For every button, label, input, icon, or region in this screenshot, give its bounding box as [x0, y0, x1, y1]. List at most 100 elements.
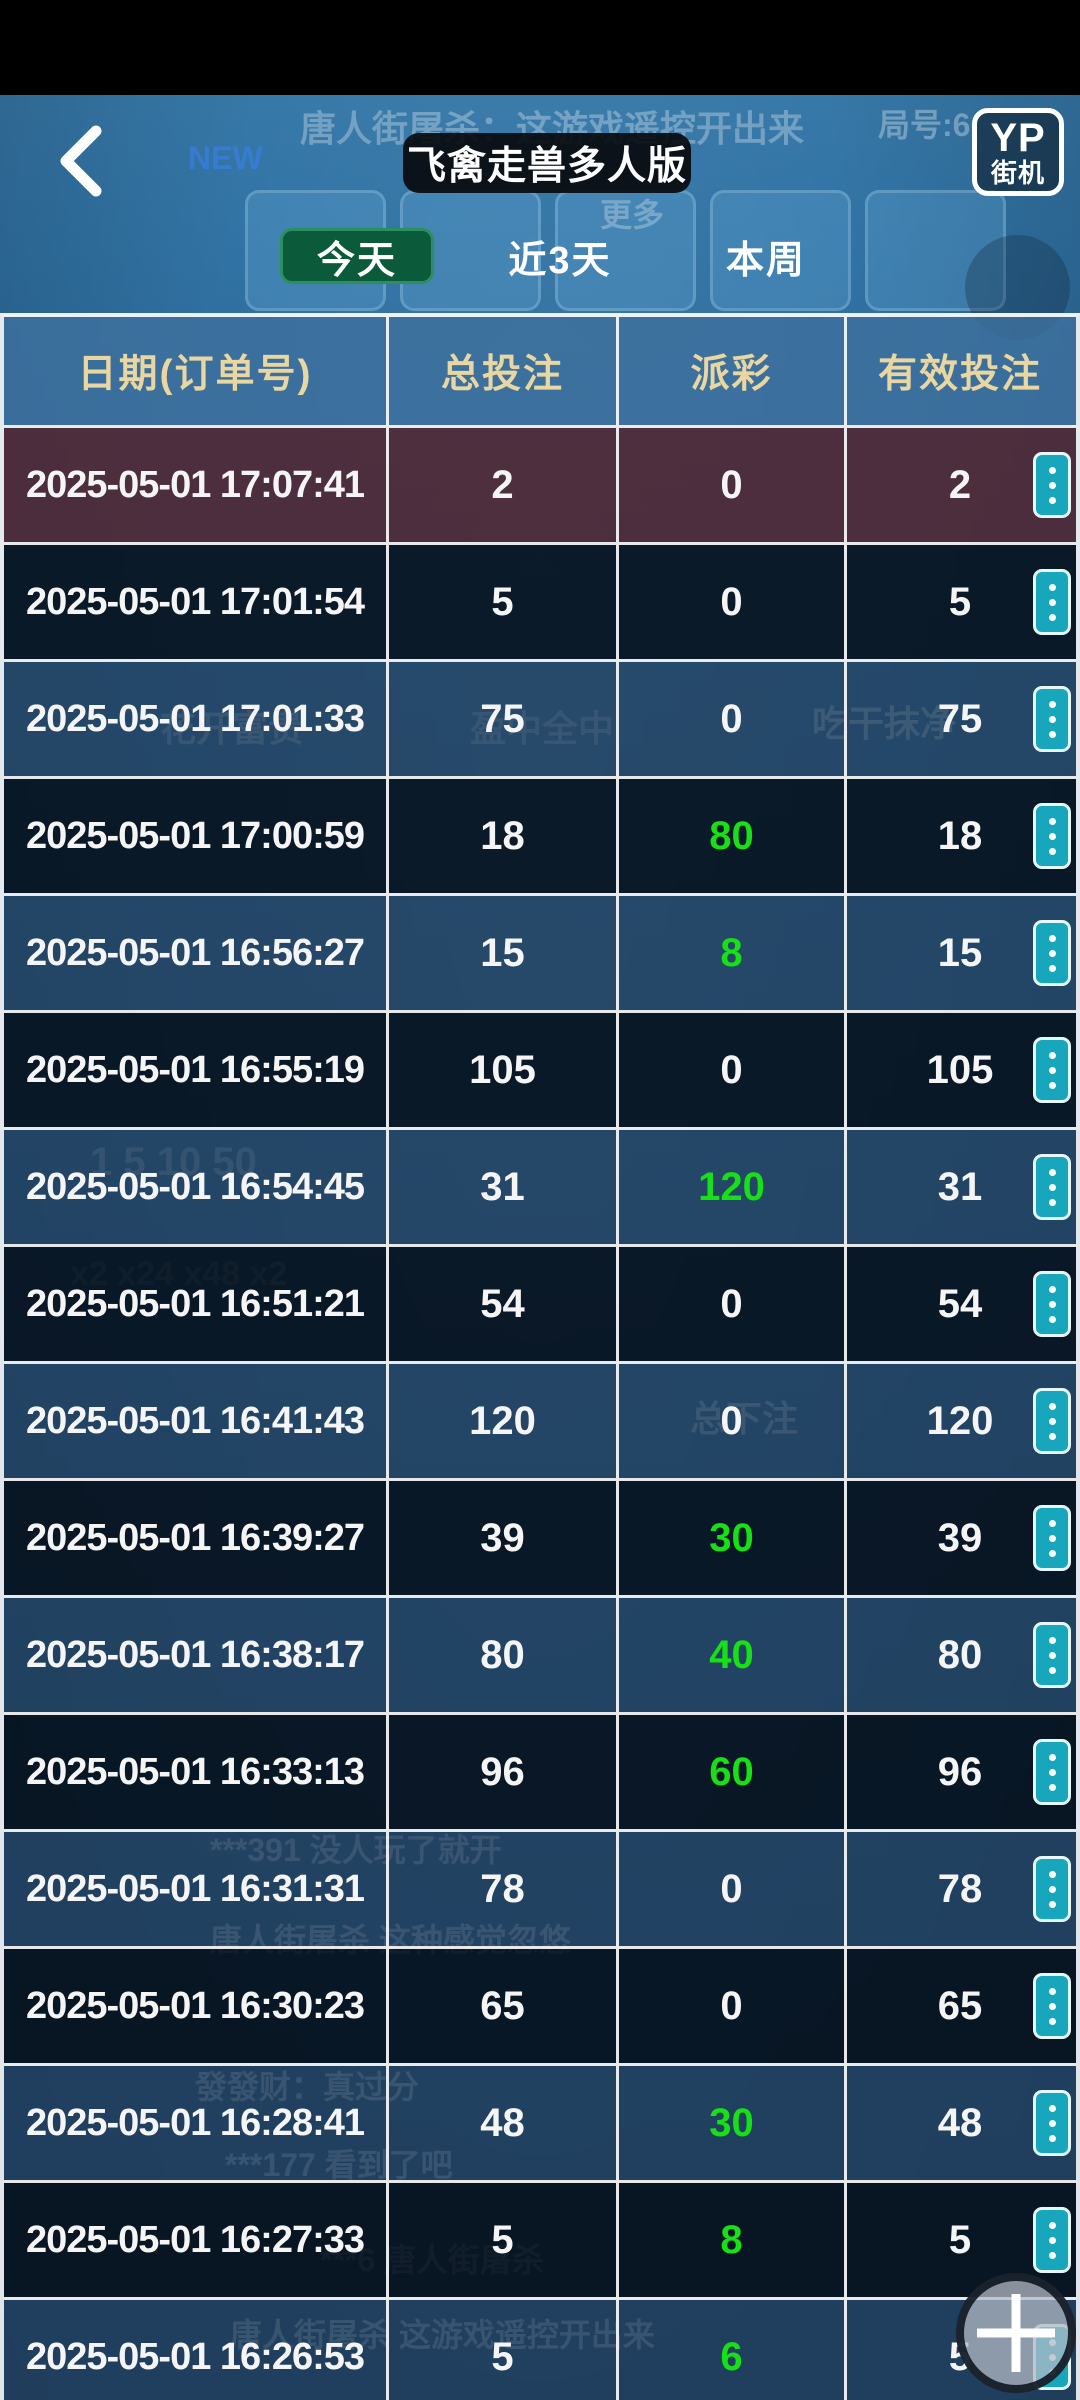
date-cell: 2025-05-01 16:39:27 [4, 1481, 389, 1595]
logo-text-arcade: 街机 [990, 158, 1045, 188]
kebab-dot [1048, 1051, 1056, 1059]
kebab-dot [1048, 2017, 1056, 2025]
kebab-dot [1048, 1783, 1056, 1791]
table-row: 2025-05-01 16:56:27 15 8 15 [4, 893, 1076, 1010]
valid-bet-cell: 96 [937, 1749, 983, 1794]
valid-bet-cell: 39 [937, 1515, 983, 1560]
kebab-dot [1048, 1666, 1056, 1674]
total-bet-cell: 5 [389, 2183, 619, 2297]
kebab-dot [1048, 1432, 1056, 1440]
kebab-dot [1048, 1870, 1056, 1878]
row-menu-button[interactable] [1033, 1973, 1071, 2039]
total-bet-cell: 78 [389, 1832, 619, 1946]
payout-cell: 30 [619, 2066, 847, 2180]
kebab-dot [1048, 613, 1056, 621]
payout-cell: 0 [619, 1949, 847, 2063]
table-row: 2025-05-01 16:28:41 48 30 48 [4, 2063, 1076, 2180]
total-bet-cell: 120 [389, 1364, 619, 1478]
kebab-dot [1048, 583, 1056, 591]
kebab-dot [1048, 949, 1056, 957]
ghost-game-tile [710, 190, 851, 311]
tab-2[interactable]: 本周 [706, 228, 826, 284]
row-menu-button[interactable] [1033, 920, 1071, 986]
back-button[interactable] [48, 119, 118, 203]
valid-bet-cell: 120 [926, 1398, 994, 1443]
date-cell: 2025-05-01 17:01:54 [4, 545, 389, 659]
kebab-dot [1048, 1651, 1056, 1659]
page-title-pill: 飞禽走兽多人版 [403, 133, 691, 193]
valid-bet-cell: 80 [937, 1632, 983, 1677]
date-cell: 2025-05-01 16:28:41 [4, 2066, 389, 2180]
row-menu-button[interactable] [1033, 1856, 1071, 1922]
valid-bet-cell: 65 [937, 1983, 983, 2028]
payout-cell: 80 [619, 779, 847, 893]
date-cell: 2025-05-01 17:07:41 [4, 428, 389, 542]
table-row: 2025-05-01 16:26:53565 [4, 2297, 1076, 2400]
payout-cell: 0 [619, 1832, 847, 1946]
kebab-dot [1048, 1417, 1056, 1425]
row-menu-button[interactable] [1033, 452, 1071, 518]
yp-arcade-logo: YP 街机 [972, 108, 1064, 196]
date-cell: 2025-05-01 16:41:43 [4, 1364, 389, 1478]
total-bet-cell: 96 [389, 1715, 619, 1829]
kebab-dot [1048, 2104, 1056, 2112]
row-menu-button[interactable] [1033, 1505, 1071, 1571]
row-menu-button[interactable] [1033, 1739, 1071, 1805]
kebab-dot [1048, 934, 1056, 942]
kebab-dot [1048, 1885, 1056, 1893]
row-menu-button[interactable] [1033, 803, 1071, 869]
row-menu-button[interactable] [1033, 1037, 1071, 1103]
row-menu-button[interactable] [1033, 1388, 1071, 1454]
kebab-dot [1048, 1519, 1056, 1527]
kebab-dot [1048, 1300, 1056, 1308]
total-bet-cell: 48 [389, 2066, 619, 2180]
valid-bet-cell: 2 [948, 462, 972, 507]
date-cell: 2025-05-01 16:38:17 [4, 1598, 389, 1712]
row-menu-button[interactable] [1033, 1622, 1071, 1688]
total-bet-cell: 5 [389, 2300, 619, 2400]
tab-1[interactable]: 近3天 [497, 228, 623, 284]
date-cell: 2025-05-01 16:54:45 [4, 1130, 389, 1244]
valid-bet-cell: 5 [948, 2217, 972, 2262]
kebab-dot [1048, 2221, 1056, 2229]
total-bet-cell: 15 [389, 896, 619, 1010]
kebab-dot [1048, 1636, 1056, 1644]
table-row: 2025-05-01 16:38:17 80 40 80 [4, 1595, 1076, 1712]
kebab-dot [1048, 1534, 1056, 1542]
table-row: 2025-05-01 16:39:27 39 30 39 [4, 1478, 1076, 1595]
kebab-dot [1048, 1168, 1056, 1176]
table-row: 2025-05-01 17:00:59 18 80 18 [4, 776, 1076, 893]
history-list[interactable]: 2025-05-01 17:07:41 2 0 2 2025-05-01 17:01:5… [4, 425, 1076, 2400]
kebab-dot [1048, 466, 1056, 474]
kebab-dot [1048, 1549, 1056, 1557]
betting-history-table: 日期(订单号) 总投注 派彩 有效投注 2025-05-01 17:07:41 2 0 2 2… [0, 313, 1080, 2400]
date-cell: 2025-05-01 16:56:27 [4, 896, 389, 1010]
tab-0[interactable]: 今天 [280, 228, 434, 284]
valid-bet-cell: 54 [937, 1281, 983, 1326]
valid-bet-cell: 15 [937, 930, 983, 975]
row-menu-button[interactable] [1033, 1154, 1071, 1220]
ghost-game-tile [865, 190, 1006, 311]
date-cell: 2025-05-01 16:27:33 [4, 2183, 389, 2297]
table-header-row: 日期(订单号) 总投注 派彩 有效投注 [4, 317, 1076, 425]
row-menu-button[interactable] [1033, 686, 1071, 752]
date-cell: 2025-05-01 17:01:33 [4, 662, 389, 776]
column-header-2: 派彩 [619, 317, 847, 425]
add-floating-button[interactable] [956, 2273, 1076, 2393]
kebab-dot [1048, 1900, 1056, 1908]
kebab-dot [1048, 1987, 1056, 1995]
kebab-dot [1048, 817, 1056, 825]
kebab-dot [1048, 847, 1056, 855]
row-menu-button[interactable] [1033, 569, 1071, 635]
logo-text-yp: YP [990, 116, 1046, 160]
payout-cell: 0 [619, 1013, 847, 1127]
table-row: 2025-05-01 16:27:33 5 8 5 [4, 2180, 1076, 2297]
table-row: 2025-05-01 16:54:45 31 120 31 [4, 1127, 1076, 1244]
row-menu-button[interactable] [1033, 1271, 1071, 1337]
kebab-dot [1048, 1753, 1056, 1761]
row-menu-button[interactable] [1033, 2090, 1071, 2156]
total-bet-cell: 18 [389, 779, 619, 893]
valid-bet-cell: 48 [937, 2100, 983, 2145]
row-menu-button[interactable] [1033, 2207, 1071, 2273]
status-bar [0, 0, 1080, 95]
